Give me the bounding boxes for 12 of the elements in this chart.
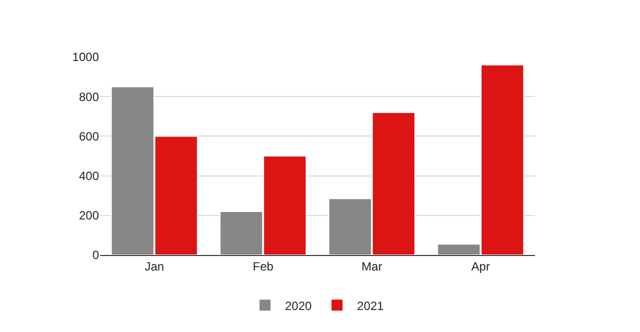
x-tick-label: Mar [362, 259, 382, 274]
x-tick-label: Jan [144, 259, 164, 274]
legend-label: 2021 [357, 298, 384, 313]
y-tick-label: 1000 [72, 50, 100, 64]
x-tick-label: Apr [471, 259, 490, 274]
y-tick-label: 0 [92, 248, 100, 262]
x-tick-label: Feb [252, 259, 274, 274]
y-tick-label: 600 [78, 129, 100, 144]
y-tick-label: 200 [78, 208, 100, 223]
legend-label: 2020 [285, 298, 312, 313]
y-tick-label: 800 [78, 90, 100, 104]
y-tick-label: 400 [78, 169, 100, 183]
